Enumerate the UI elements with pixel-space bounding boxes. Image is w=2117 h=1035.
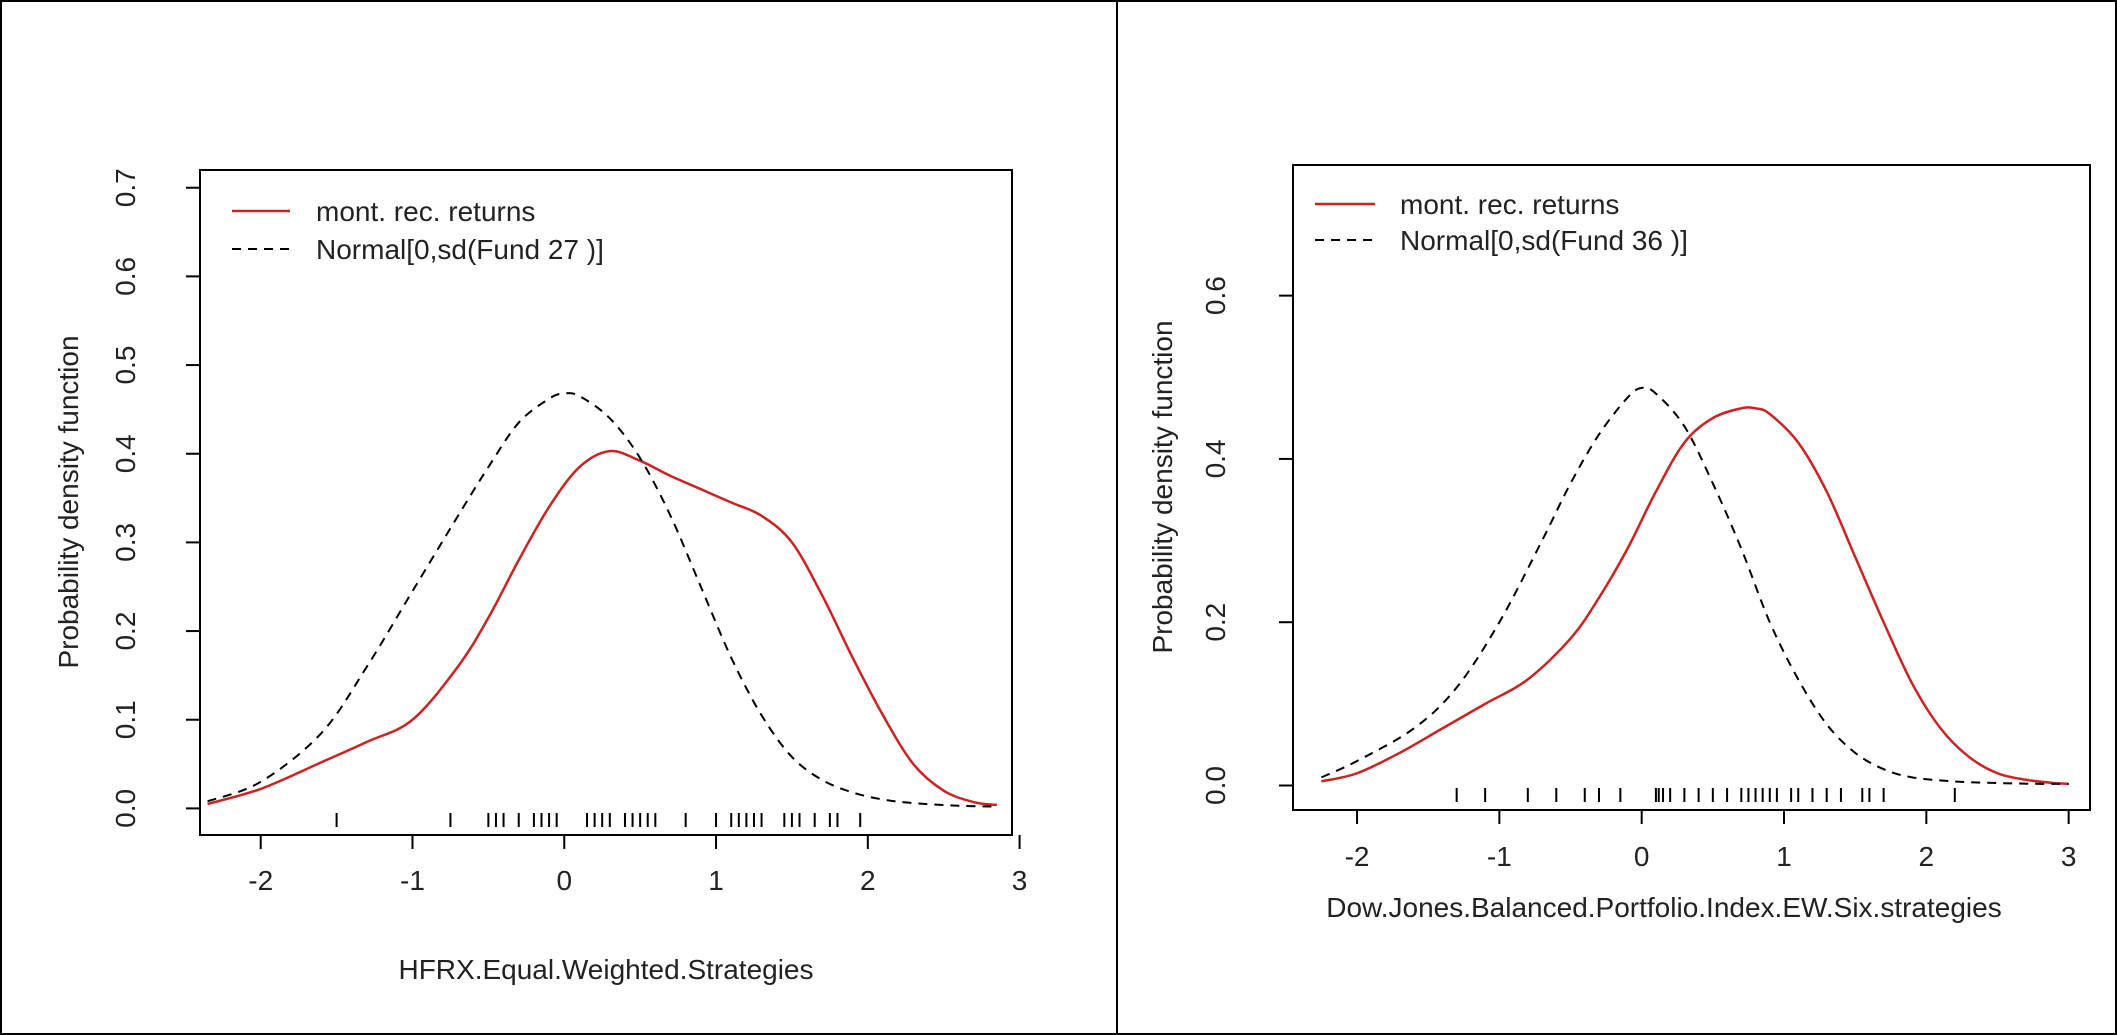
y-tick-label-right: 0.0: [1200, 766, 1231, 805]
y-tick-label-right: 0.2: [1200, 603, 1231, 642]
chart-right: 0.0 0.2 0.4 0.6 -2 -1 0 1 2 3 mont. rec. returns…: [1147, 164, 2091, 923]
y-tick-label-left: 0.0: [110, 789, 141, 828]
x-axis-label-left: HFRX.Equal.Weighted.Strategies: [398, 954, 813, 985]
y-ticks-right: 0.0 0.2 0.4 0.6: [1200, 276, 1293, 805]
x-tick-label-right: -1: [1487, 841, 1512, 872]
y-ticks-left: 0.0 0.1 0.2 0.3 0.4 0.5 0.6 0.7: [110, 168, 200, 828]
series-right: [1321, 386, 2069, 786]
y-tick-label-left: 0.3: [110, 523, 141, 562]
rug-right: [1455, 788, 1956, 802]
y-axis-label-right: Probability density function: [1147, 320, 1178, 653]
x-tick-label-left: 2: [860, 865, 876, 896]
y-tick-label-left: 0.2: [110, 612, 141, 651]
y-tick-label-left: 0.5: [110, 346, 141, 385]
chart-left: 0.0 0.1 0.2 0.3 0.4 0.5 0.6 0.7 -2 -1 0 1 2 3 mont. …: [53, 168, 1027, 985]
x-tick-label-left: 3: [1012, 865, 1028, 896]
y-tick-label-left: 0.1: [110, 700, 141, 739]
returns-density-line-left: [207, 449, 997, 807]
x-tick-label-left: 0: [556, 865, 572, 896]
x-tick-label-left: 1: [708, 865, 724, 896]
x-ticks-right: -2 -1 0 1 2 3: [1345, 810, 2077, 872]
series-left: [207, 391, 997, 808]
y-tick-label-left: 0.6: [110, 257, 141, 296]
x-tick-label-left: -1: [400, 865, 425, 896]
legend-label-2-right: Normal[0,sd(Fund 36 )]: [1400, 225, 1688, 256]
legend-label-1-right: mont. rec. returns: [1400, 189, 1619, 220]
normal-density-line-right: [1321, 386, 2069, 785]
x-tick-label-right: 0: [1634, 841, 1650, 872]
x-axis-label-right: Dow.Jones.Balanced.Portfolio.Index.EW.Si…: [1326, 892, 2001, 923]
y-axis-label-left: Probability density function: [53, 335, 84, 668]
x-tick-label-right: -2: [1345, 841, 1370, 872]
y-tick-label-right: 0.6: [1200, 276, 1231, 315]
y-tick-label-left: 0.7: [110, 168, 141, 207]
legend-right: mont. rec. returns Normal[0,sd(Fund 36 )…: [1315, 189, 1688, 256]
legend-left: mont. rec. returns Normal[0,sd(Fund 27 )…: [232, 196, 604, 265]
x-tick-label-right: 3: [2061, 841, 2077, 872]
x-tick-label-right: 1: [1776, 841, 1792, 872]
normal-density-line-left: [207, 391, 997, 808]
x-ticks-left: -2 -1 0 1 2 3: [248, 835, 1027, 896]
legend-label-2-left: Normal[0,sd(Fund 27 )]: [316, 234, 604, 265]
x-tick-label-left: -2: [248, 865, 273, 896]
y-tick-label-right: 0.4: [1200, 439, 1231, 478]
rug-left: [335, 813, 862, 827]
y-tick-label-left: 0.4: [110, 434, 141, 473]
plot-frame-right: [1292, 164, 2091, 811]
plot-frame-left: [199, 169, 1013, 836]
legend-label-1-left: mont. rec. returns: [316, 196, 535, 227]
returns-density-line-right: [1321, 406, 2069, 786]
x-tick-label-right: 2: [1919, 841, 1935, 872]
